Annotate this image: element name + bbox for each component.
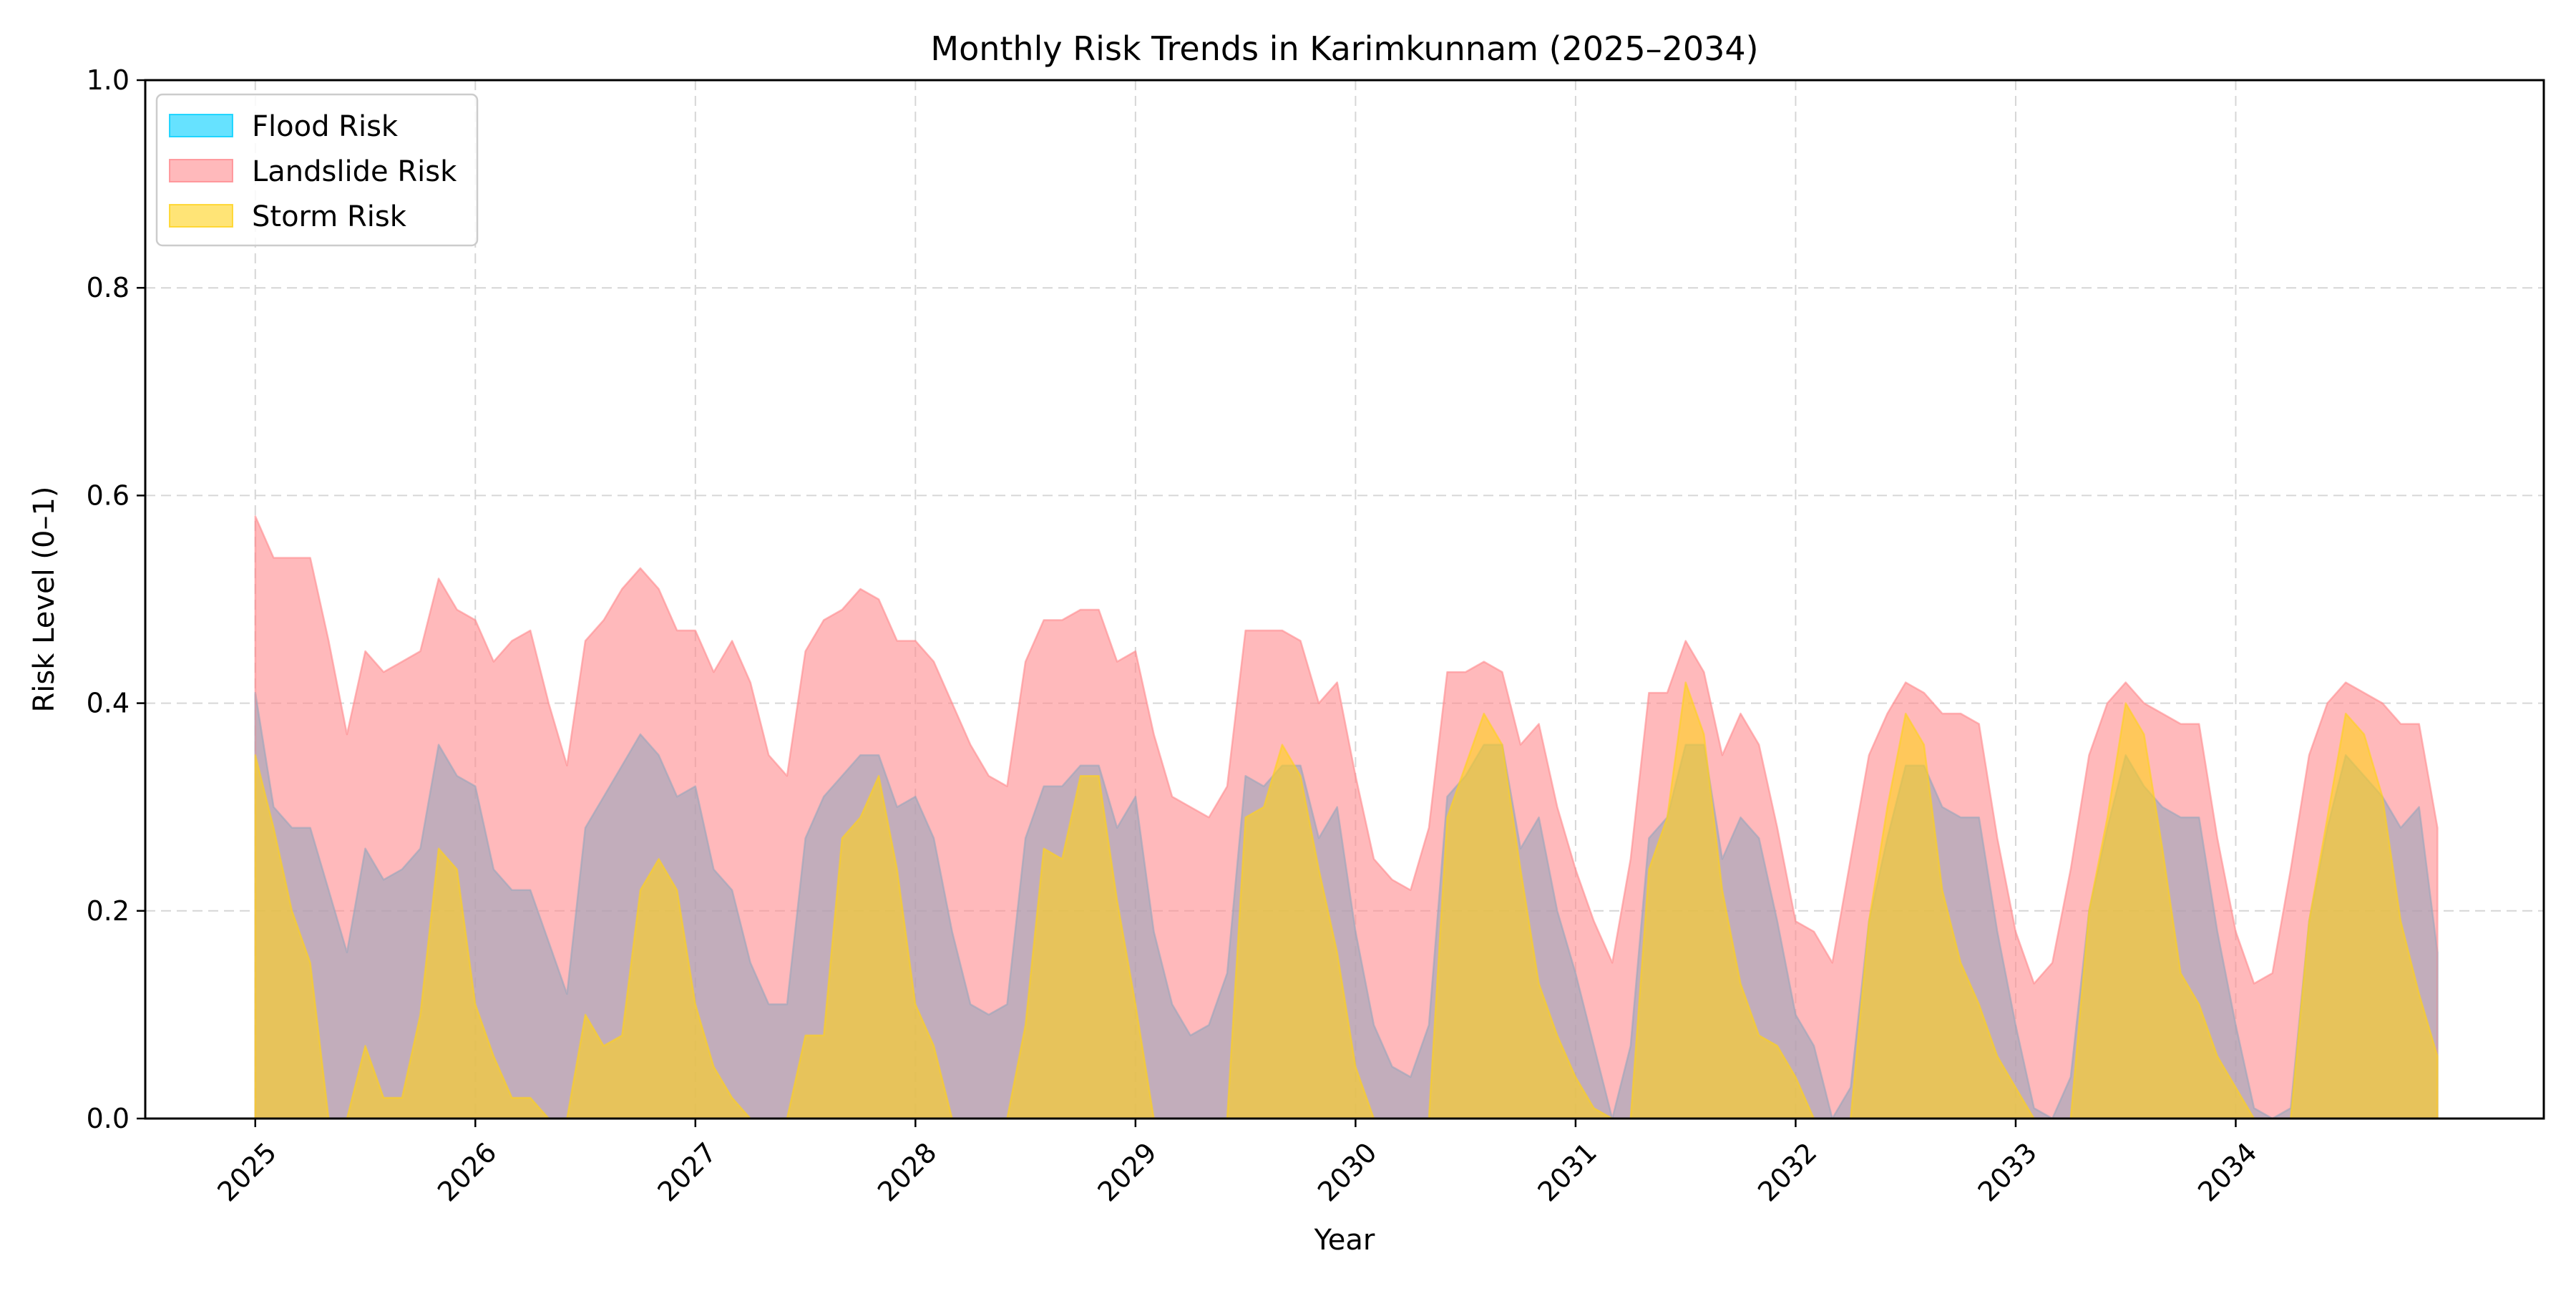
legend-swatch-storm-risk [169,204,233,228]
area-layer [254,515,2439,1120]
legend-label-storm-risk: Storm Risk [252,200,407,233]
chart-title: Monthly Risk Trends in Karimkunnam (2025… [930,29,1758,68]
y-tick-label: 0.6 [87,479,130,511]
legend: Flood Risk Landslide Risk Storm Risk [155,93,479,247]
legend-swatch-landslide-risk [169,159,233,182]
legend-label-landslide-risk: Landslide Risk [252,155,457,188]
y-tick-label: 0.8 [87,272,130,303]
y-axis-label: Risk Level (0–1) [28,486,61,712]
y-tick-label: 0.4 [87,688,130,719]
y-tick-label: 0.0 [87,1103,130,1134]
plot-frame [144,79,2545,1120]
x-axis-label: Year [1314,1224,1375,1257]
legend-label-flood-risk: Flood Risk [252,110,399,143]
legend-box [155,93,479,247]
y-tick-label: 1.0 [87,64,130,96]
legend-swatch-flood-risk [169,114,233,137]
storm-risk-area [254,681,2439,1120]
y-tick-label: 0.2 [87,895,130,927]
